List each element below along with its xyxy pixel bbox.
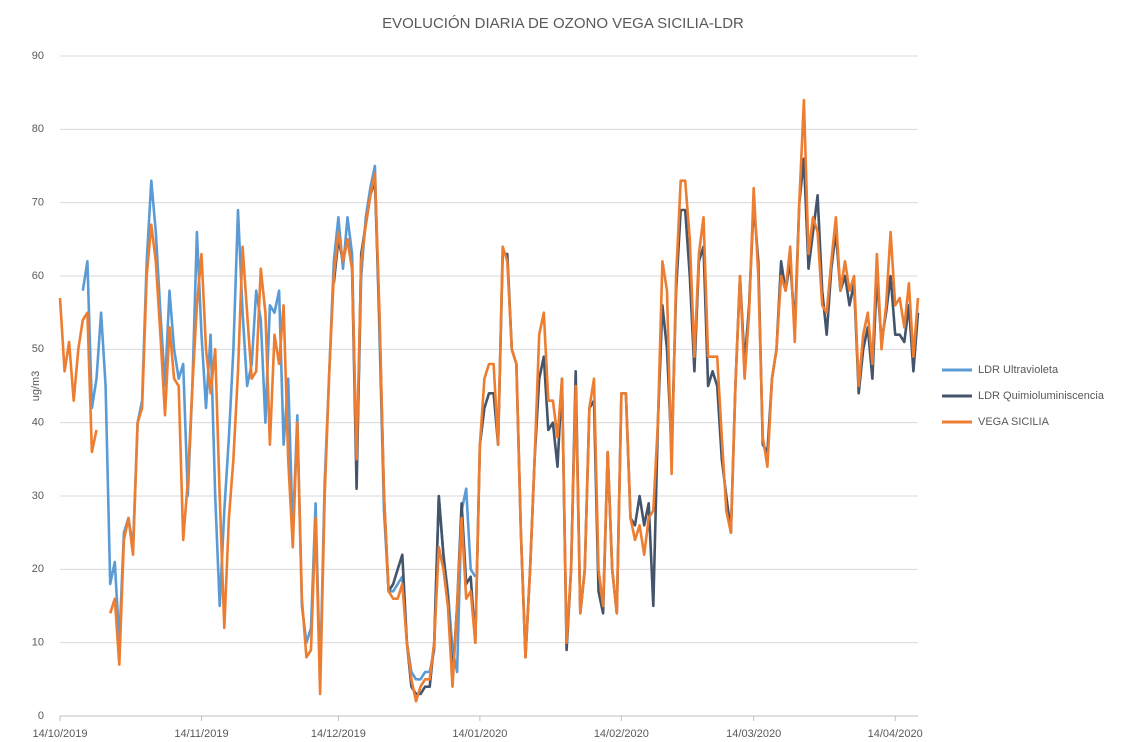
y-tick-label: 80 [32,123,44,135]
y-tick-label: 40 [32,417,44,429]
legend-label: VEGA SICILIA [978,416,1050,428]
y-tick-label: 0 [38,710,44,722]
x-tick-label: 14/02/2020 [594,728,649,740]
legend-label: LDR Quimioluminiscencia [978,390,1105,402]
y-tick-label: 50 [32,343,44,355]
y-tick-label: 90 [32,50,44,62]
x-tick-label: 14/03/2020 [726,728,781,740]
legend-label: LDR Ultravioleta [978,364,1059,376]
x-tick-label: 14/11/2019 [174,728,228,740]
series-line [58,98,920,703]
y-tick-label: 20 [32,563,44,575]
x-tick-label: 14/12/2019 [311,728,366,740]
y-tick-label: 30 [32,490,44,502]
chart-title: EVOLUCIÓN DIARIA DE OZONO VEGA SICILIA-L… [382,15,744,32]
y-tick-label: 70 [32,197,44,209]
y-tick-label: 60 [32,270,44,282]
y-tick-label: 10 [32,637,44,649]
x-tick-label: 14/04/2020 [868,728,923,740]
x-tick-label: 14/10/2019 [32,728,87,740]
y-axis-label: ug/m3 [30,371,42,402]
x-tick-label: 14/01/2020 [452,728,507,740]
